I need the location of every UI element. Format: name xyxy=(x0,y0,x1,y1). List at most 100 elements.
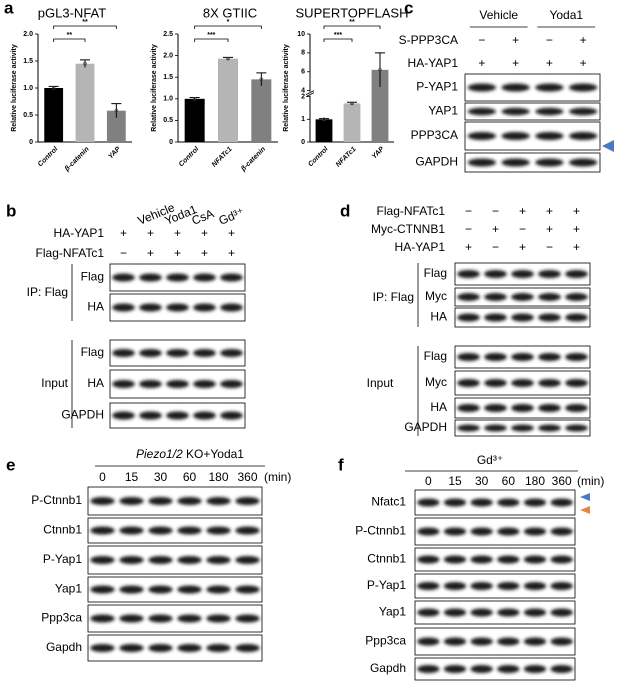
blot-frame xyxy=(414,627,576,656)
x-tick-label: Control xyxy=(178,145,201,168)
arrow xyxy=(602,140,614,152)
treatment-label: HA-YAP1 xyxy=(54,226,105,240)
blot-label: HA xyxy=(87,300,104,314)
blot-label: Myc xyxy=(425,375,447,389)
y-axis-label: Relative luciferase activity xyxy=(11,44,18,132)
significance-bracket xyxy=(194,25,262,29)
title-part: Piezo1/2 xyxy=(136,447,183,461)
blot-label: Ctnnb1 xyxy=(43,523,82,537)
treatment-label: Flag-NFATc1 xyxy=(377,204,446,218)
blot-band xyxy=(443,498,467,507)
blot-band xyxy=(166,303,189,312)
blot-label: Ppp3ca xyxy=(41,611,82,625)
blot-band xyxy=(235,614,260,623)
blot-band xyxy=(523,527,547,536)
blot-band xyxy=(148,497,173,505)
y-tick-label: 1.0 xyxy=(163,96,173,103)
blot-band xyxy=(470,527,493,536)
blot-label: Nfatc1 xyxy=(371,495,406,509)
error-bar xyxy=(375,52,385,87)
blot-band xyxy=(497,582,520,590)
blot-band xyxy=(550,665,573,673)
blot-label: Ctnnb1 xyxy=(367,552,406,566)
blot-band xyxy=(206,556,231,564)
data-point xyxy=(114,108,119,113)
bar xyxy=(251,79,272,142)
blot-label: Flag xyxy=(424,349,447,363)
blot-band xyxy=(535,158,564,167)
y-tick-label: 1.5 xyxy=(23,58,33,65)
blot-label: P-Yap1 xyxy=(43,552,82,566)
y-tick-label: 2 xyxy=(301,93,305,100)
treatment-sign: + xyxy=(492,222,499,236)
x-tick-label: Control xyxy=(37,145,60,168)
blot-band xyxy=(470,608,493,617)
blot-band xyxy=(484,353,507,361)
panel-label: b xyxy=(6,201,16,220)
blot-label: GAPDH xyxy=(61,408,104,422)
blot-band xyxy=(417,608,440,617)
y-tick-label: 1.0 xyxy=(23,85,33,92)
blot-band xyxy=(467,107,497,116)
blot-band xyxy=(550,582,573,590)
blot-band xyxy=(523,637,547,646)
x-tick-label: β-catenin xyxy=(239,146,267,174)
blot-frame xyxy=(87,604,263,633)
time-label: 30 xyxy=(475,474,489,488)
time-label: 15 xyxy=(448,474,462,488)
blot-band xyxy=(565,404,588,412)
blot-band xyxy=(417,665,440,673)
blot-band xyxy=(139,303,162,312)
error-bar xyxy=(256,72,267,86)
group-label: IP: Flag xyxy=(373,290,414,304)
blot-band xyxy=(90,585,115,594)
blot-band xyxy=(112,303,135,312)
chart-title: SUPERTOPFLASH xyxy=(296,5,409,20)
time-label: 60 xyxy=(502,474,516,488)
blot-band xyxy=(166,380,189,388)
treatment-sign: + xyxy=(174,226,181,240)
blot-band xyxy=(497,555,520,564)
blot-band xyxy=(511,270,534,278)
time-label: 0 xyxy=(99,470,106,484)
y-tick-label: 2.5 xyxy=(163,31,173,38)
blot-band xyxy=(235,556,260,564)
time-unit: (min) xyxy=(577,474,604,488)
x-tick-label: NFATc1 xyxy=(335,146,358,169)
blot-frame xyxy=(414,547,576,572)
treatment-sign: + xyxy=(512,33,519,47)
treatment-sign: + xyxy=(546,56,553,70)
blot-band xyxy=(90,526,115,535)
data-point xyxy=(350,101,354,106)
blot-band xyxy=(568,107,598,116)
blot-band xyxy=(119,585,144,594)
blot-band xyxy=(457,424,480,432)
blot-band xyxy=(235,497,260,505)
blot-band xyxy=(443,637,467,646)
blot-band xyxy=(484,424,507,432)
axis-break xyxy=(305,90,315,95)
blot-band xyxy=(501,83,530,92)
blot-band xyxy=(550,608,573,617)
y-axis-label: Relative luciferase activity xyxy=(151,44,158,132)
blot-band xyxy=(550,498,573,507)
blot-frame xyxy=(414,600,576,625)
error-bar xyxy=(80,59,90,68)
blot-label: GAPDH xyxy=(404,420,447,434)
treatment-sign: − xyxy=(492,204,499,218)
blot-label: Yap1 xyxy=(55,582,82,596)
blot-band xyxy=(511,424,534,432)
blot-label: GAPDH xyxy=(415,155,458,169)
blot-band xyxy=(568,83,598,92)
blot-band xyxy=(417,555,440,564)
y-tick-label: 0 xyxy=(29,139,33,146)
treatment-sign: − xyxy=(492,240,499,254)
blot-frame xyxy=(87,486,263,516)
treatment-sign: + xyxy=(546,204,553,218)
blot-band xyxy=(470,555,493,564)
blot-band xyxy=(148,526,173,535)
treatment-sign: + xyxy=(573,222,580,236)
y-tick-label: 1 xyxy=(301,116,305,123)
time-label: 30 xyxy=(154,470,168,484)
time-label: 180 xyxy=(525,474,545,488)
